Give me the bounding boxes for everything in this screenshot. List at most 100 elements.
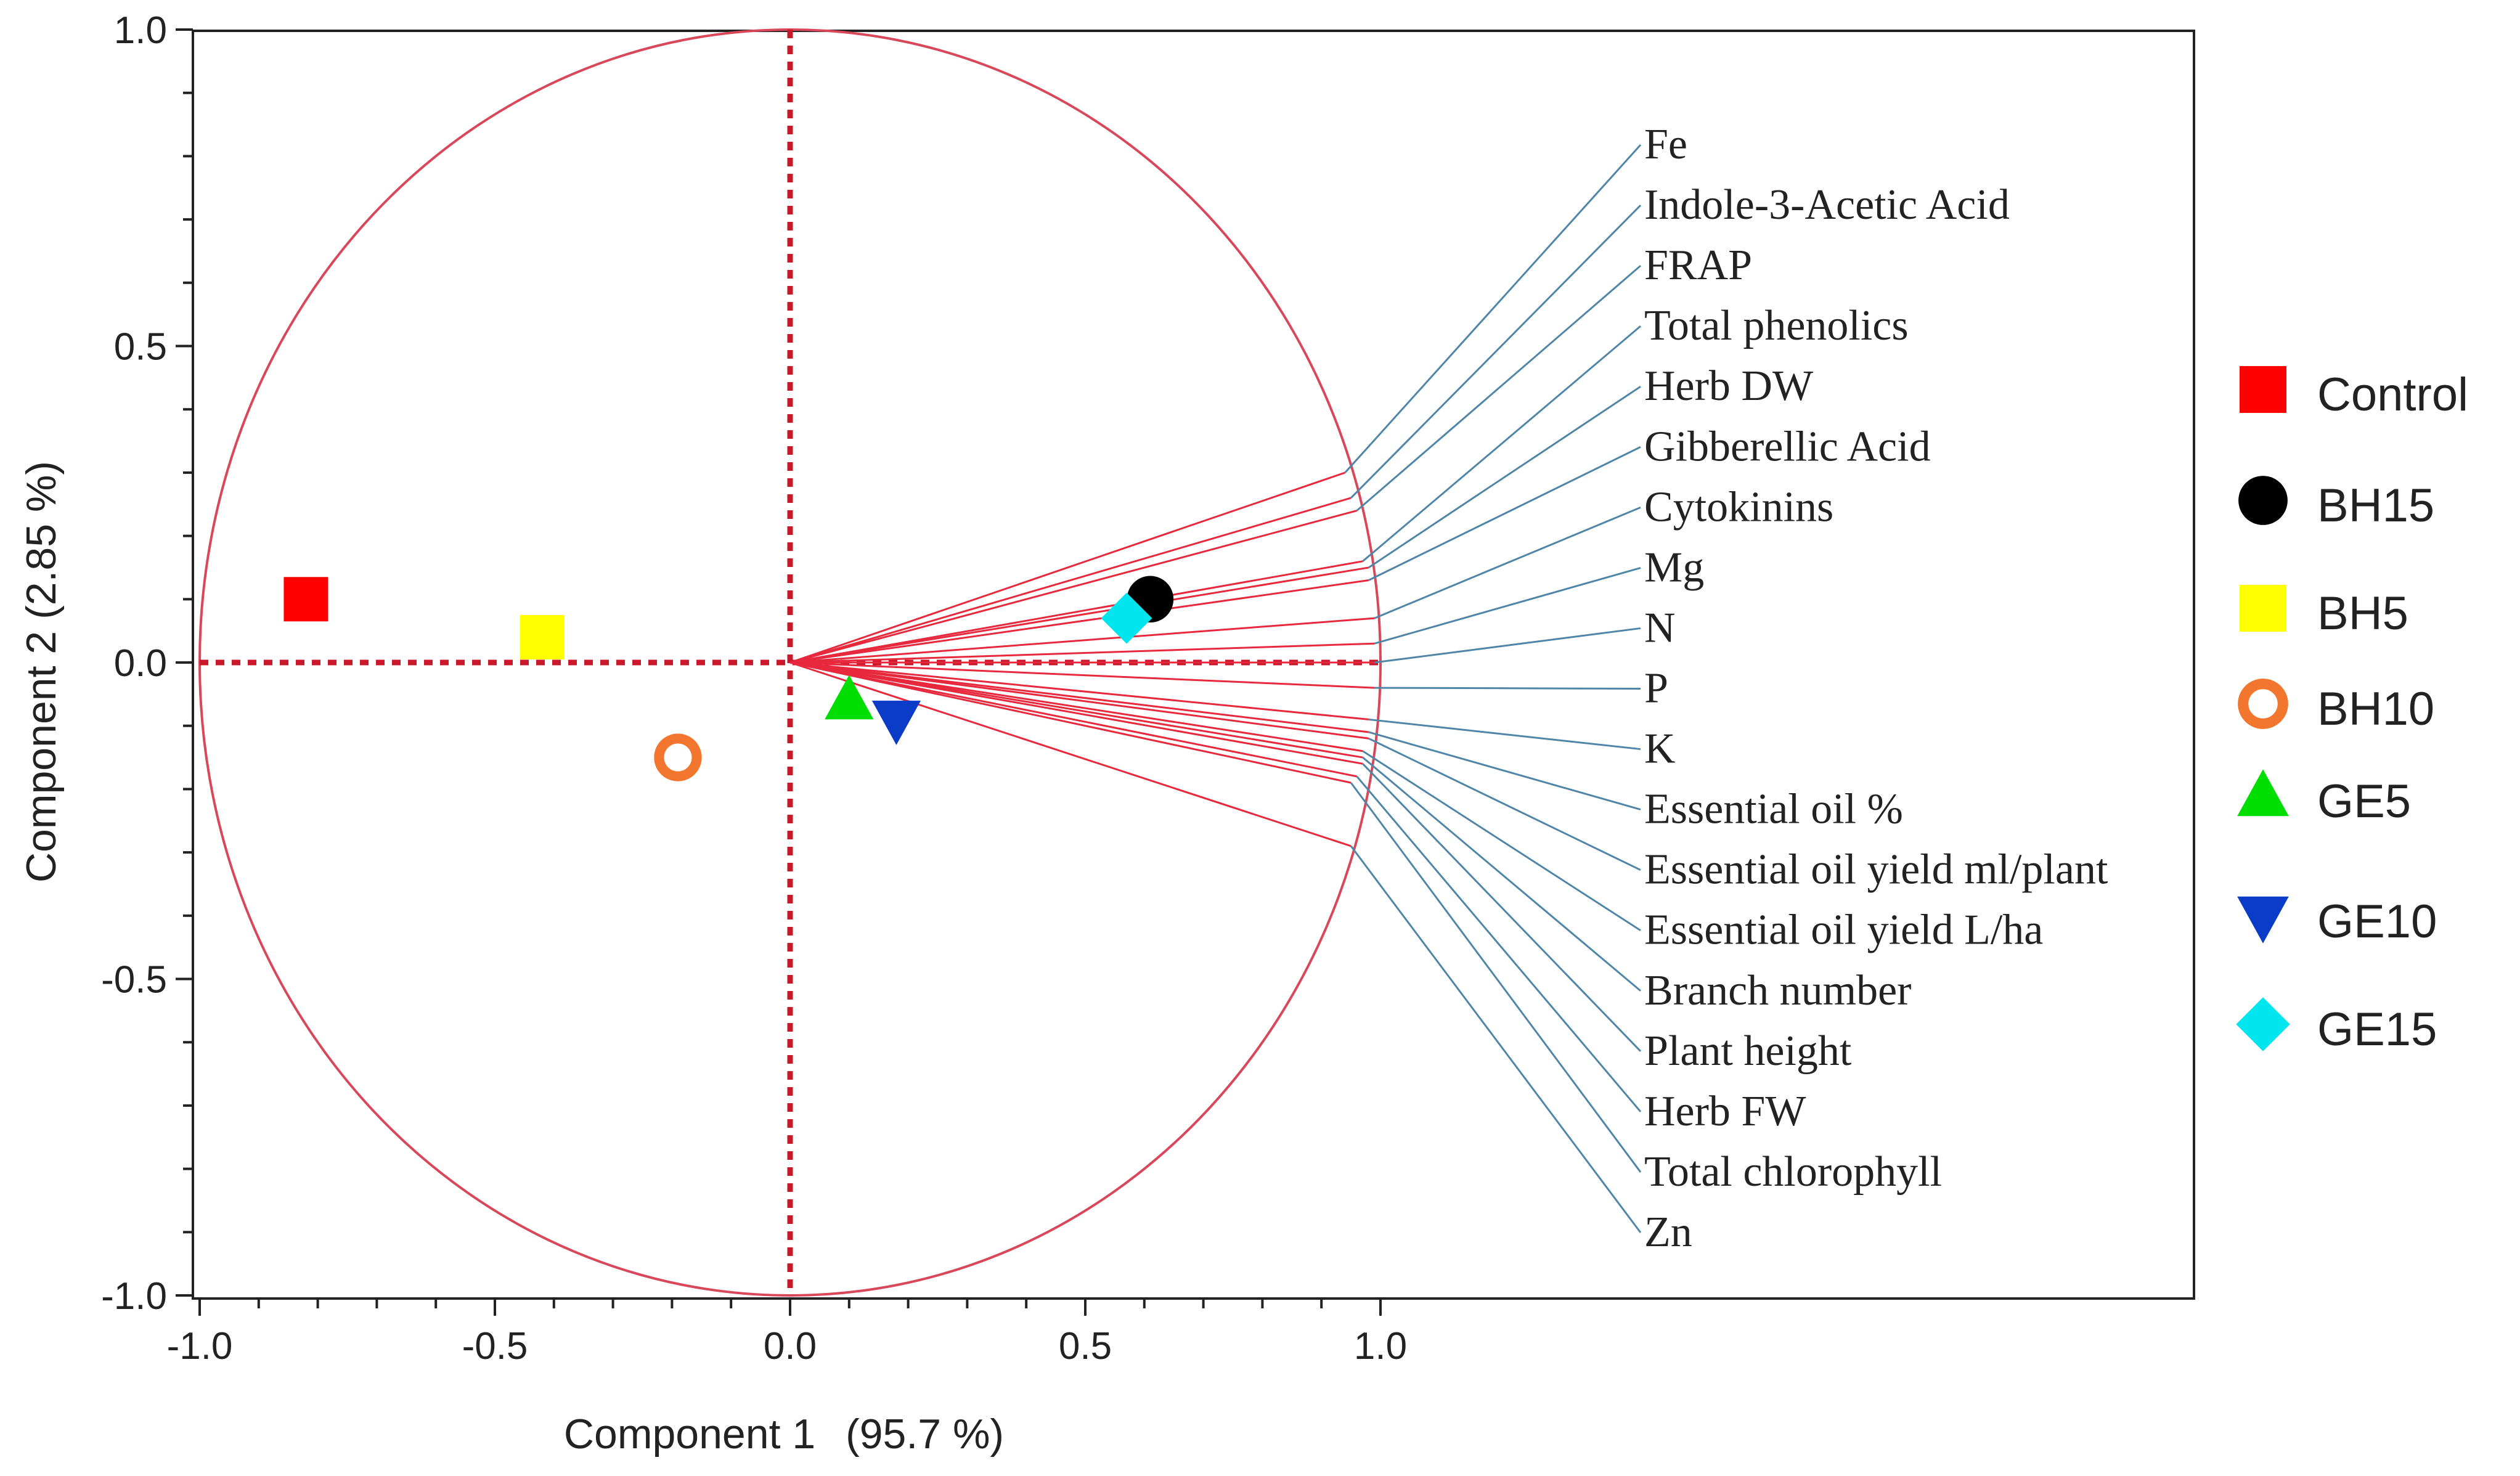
loading-vector <box>789 661 1369 740</box>
y-tick-label: -1.0 <box>101 1275 167 1318</box>
label-connector <box>1344 144 1642 473</box>
label-connector <box>1350 205 1642 499</box>
label-connector <box>1350 845 1642 1233</box>
x-tick-label: -0.5 <box>462 1325 528 1368</box>
variable-label: Essential oil yield ml/plant <box>1644 846 2108 894</box>
y-tick-label: 0.0 <box>114 642 167 685</box>
legend-label-control: Control <box>2317 369 2468 421</box>
label-connector <box>1374 627 1641 664</box>
variable-label: Fe <box>1644 121 1687 168</box>
label-connector <box>1362 756 1641 992</box>
legend-label-bh15: BH15 <box>2317 479 2434 532</box>
variable-label: N <box>1644 604 1676 651</box>
legend-marker-ge10 <box>2237 896 2289 944</box>
legend-label-bh5: BH5 <box>2317 587 2408 640</box>
variable-label: Cytokinins <box>1644 483 1833 531</box>
point-bh5 <box>520 614 565 659</box>
point-bh10 <box>654 733 702 781</box>
legend-marker-bh5 <box>2240 585 2286 632</box>
loading-vector <box>789 560 1363 664</box>
variable-label: K <box>1644 725 1676 773</box>
y-tick-label: 1.0 <box>114 9 167 52</box>
x-axis-title: Component 1 (95.7 %) <box>564 1411 1004 1458</box>
loading-vectors <box>789 471 1375 847</box>
x-tick-label: 0.0 <box>764 1325 817 1368</box>
label-connector <box>1368 446 1641 581</box>
x-tick-label: 1.0 <box>1354 1325 1407 1368</box>
x-axis-title-pct: (95.7 %) <box>846 1411 1004 1458</box>
legend-marker-control <box>2240 366 2286 413</box>
point-control <box>283 577 328 622</box>
y-axis-ticks: -1.0 -0.5 0.0 0.5 1.0 <box>101 9 193 1318</box>
loading-vector <box>789 661 1363 765</box>
loading-vector <box>789 617 1375 664</box>
label-connector <box>1356 264 1641 512</box>
label-connector <box>1374 566 1641 645</box>
label-connectors <box>1344 144 1642 1233</box>
variable-label: FRAP <box>1644 242 1752 289</box>
variable-labels: Fe Indole-3-Acetic Acid FRAP Total phenolic… <box>1644 121 2108 1256</box>
label-connector <box>1356 775 1642 1112</box>
variable-label: Total phenolics <box>1644 302 1909 349</box>
label-connector <box>1368 731 1641 811</box>
x-tick-label: 0.5 <box>1059 1325 1112 1368</box>
loading-vector <box>789 661 1352 784</box>
legend-marker-bh15 <box>2238 476 2288 525</box>
plot-frame <box>192 30 2195 1300</box>
legend-marker-ge5 <box>2237 769 2289 817</box>
loading-vector <box>789 661 1375 689</box>
x-tick-label: -1.0 <box>167 1325 233 1368</box>
variable-label: Gibberellic Acid <box>1644 423 1931 470</box>
loading-vector <box>789 661 1352 847</box>
variable-label: Branch number <box>1644 967 1911 1014</box>
point-ge15 <box>1101 592 1152 644</box>
variable-label: Herb FW <box>1644 1088 1806 1135</box>
legend-label-ge15: GE15 <box>2317 1003 2437 1056</box>
label-connector <box>1368 385 1641 569</box>
variable-label: Total chlorophyll <box>1644 1148 1942 1196</box>
y-tick-label: 0.5 <box>114 326 167 369</box>
variable-label: Indole-3-Acetic Acid <box>1644 181 2010 229</box>
variable-label: Zn <box>1644 1209 1692 1256</box>
variable-label: Essential oil yield L/ha <box>1644 907 2043 954</box>
loading-vector <box>789 642 1375 664</box>
variable-label: P <box>1644 665 1668 712</box>
variable-label: Mg <box>1644 544 1704 591</box>
legend: Control BH15 BH5 BH10 GE5 GE10 GE15 <box>2236 366 2468 1056</box>
label-connector <box>1362 763 1642 1052</box>
loading-vector <box>789 497 1352 664</box>
loading-vector <box>789 661 1369 733</box>
loading-vector <box>789 661 1363 759</box>
y-axis-title: Component 2 (2.85 %) <box>18 461 65 883</box>
label-connector <box>1350 782 1642 1173</box>
variable-label: Essential oil % <box>1644 786 1903 833</box>
label-connector <box>1362 325 1641 562</box>
label-connector <box>1362 750 1641 931</box>
loading-vector <box>789 661 1357 778</box>
variable-label: Plant height <box>1644 1027 1852 1075</box>
legend-label-ge10: GE10 <box>2317 895 2437 948</box>
legend-label-bh10: BH10 <box>2317 683 2434 735</box>
loading-vector <box>789 661 1369 720</box>
legend-label-ge5: GE5 <box>2317 775 2411 828</box>
point-ge5 <box>825 675 874 720</box>
loading-vector <box>789 579 1369 664</box>
label-connector <box>1374 506 1641 619</box>
x-axis-ticks: -1.0 -0.5 0.0 0.5 1.0 <box>167 1299 1407 1368</box>
x-axis-title-text: Component 1 <box>564 1411 815 1458</box>
legend-marker-ge15 <box>2236 997 2290 1051</box>
plot-border <box>192 30 2195 1300</box>
loading-vector <box>789 661 1363 752</box>
loading-vector <box>789 510 1358 664</box>
loading-vector <box>789 471 1346 664</box>
variable-label: Herb DW <box>1644 362 1813 410</box>
treatment-markers <box>283 576 1174 781</box>
loading-vector <box>789 566 1369 664</box>
label-connector <box>1368 718 1641 751</box>
point-ge10 <box>871 700 921 745</box>
legend-marker-bh10 <box>2238 679 2288 729</box>
y-tick-label: -0.5 <box>101 959 167 1001</box>
label-connector <box>1368 737 1641 871</box>
